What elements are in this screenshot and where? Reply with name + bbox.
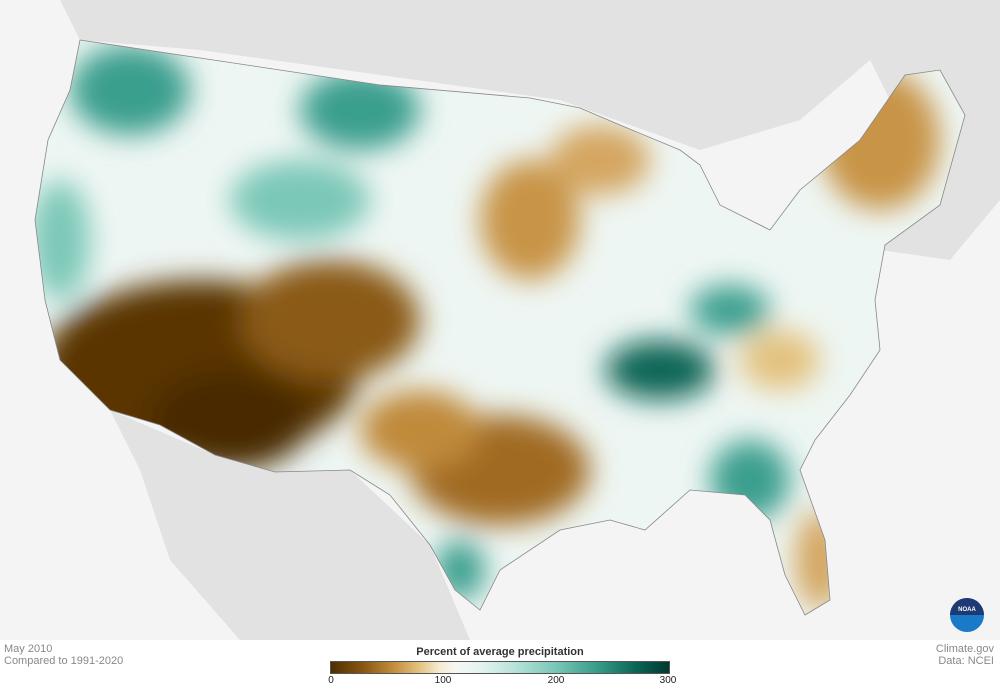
svg-text:NOAA: NOAA	[958, 607, 976, 613]
legend-tick: 0	[328, 675, 334, 686]
precipitation-field	[35, 45, 940, 610]
legend-tick: 200	[547, 675, 565, 686]
legend-color-bar	[330, 661, 670, 674]
baseline-label: Compared to 1991-2020	[4, 655, 124, 667]
noaa-logo: NOAA	[950, 598, 984, 632]
precipitation-map: NOAA	[34, 0, 1000, 640]
credit-label: Climate.gov	[935, 643, 994, 655]
source-label: Data: NCEI	[938, 655, 994, 667]
surrounding-land	[60, 0, 1000, 640]
legend-tick: 100	[434, 675, 452, 686]
legend-tick: 300	[659, 675, 677, 686]
footer: May 2010 Compared to 1991-2020 Climate.g…	[0, 640, 1000, 690]
legend-title: Percent of average precipitation	[416, 646, 584, 658]
date-label: May 2010	[4, 643, 53, 655]
